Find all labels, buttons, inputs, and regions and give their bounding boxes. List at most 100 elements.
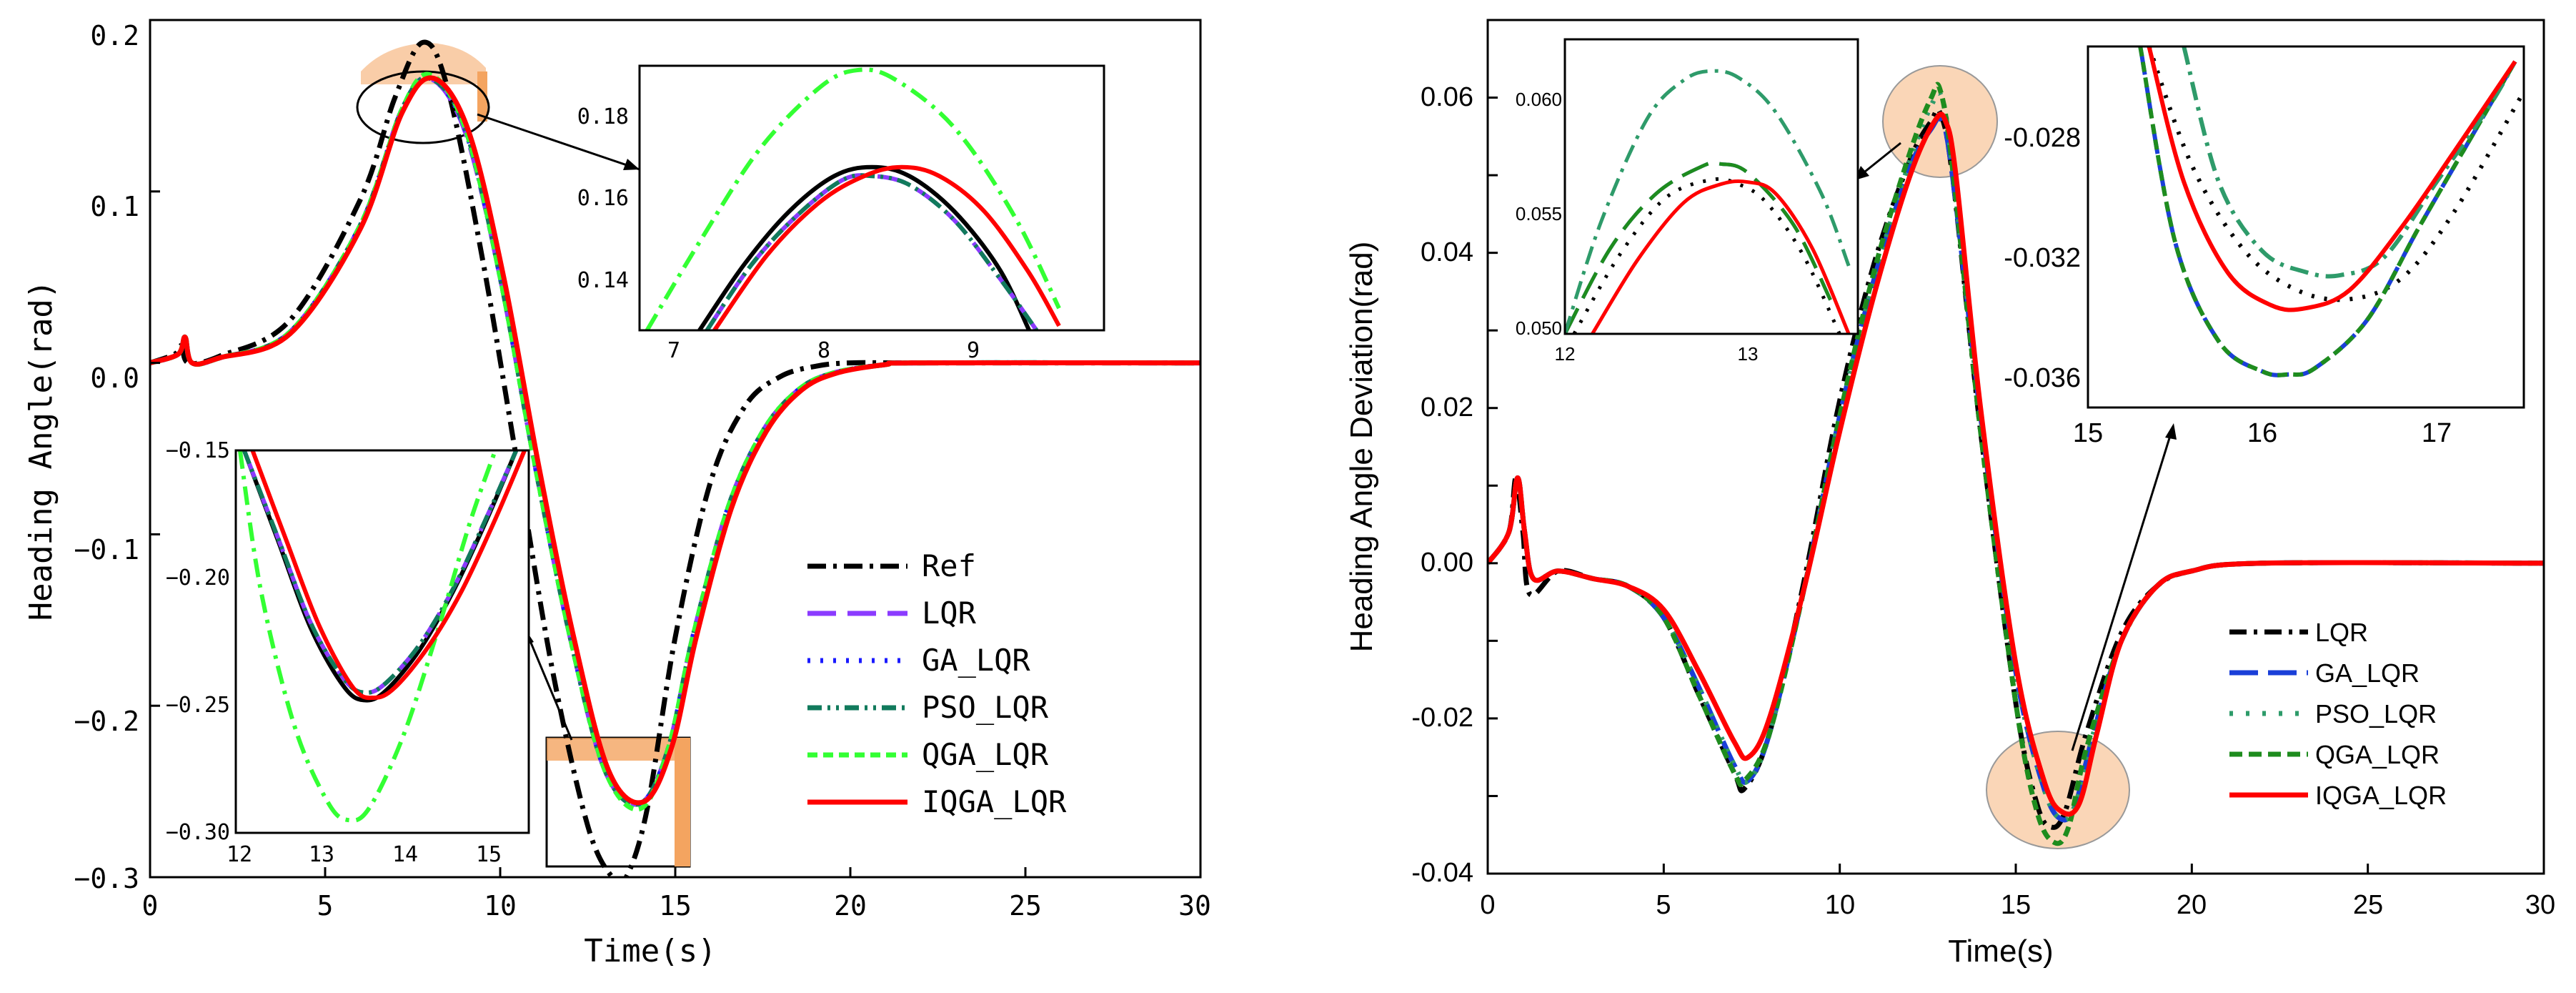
left-y-tick-label: −0.1 bbox=[74, 534, 139, 565]
right-inset-peak-frame bbox=[1563, 38, 1859, 335]
left-x-tick-label: 15 bbox=[659, 890, 692, 922]
left-peak-highlight bbox=[356, 43, 640, 171]
right-x-tick-label: 10 bbox=[1825, 890, 1855, 920]
left-legend-label: GA_LQR bbox=[922, 643, 1030, 678]
left-inset-peak-series-iqga-lqr bbox=[712, 164, 1061, 330]
right-legend-label: PSO_LQR bbox=[2315, 699, 2437, 728]
left-legend-label: QGA_LQR bbox=[922, 737, 1049, 772]
left-chart: 0.2 0.1 0.0 −0.1 −0.2 −0.3 0 5 10 15 20 … bbox=[23, 19, 1211, 969]
right-x-tick-label: 20 bbox=[2177, 890, 2207, 920]
left-inset-peak-series-lqr bbox=[705, 173, 1039, 330]
left-inset-peak-x-tick: 7 bbox=[667, 338, 680, 363]
right-valley-ellipse bbox=[1986, 731, 2130, 849]
right-inset-peak: 0.060 0.055 0.050 12 13 bbox=[1516, 38, 1859, 365]
right-legend-label: LQR bbox=[2315, 618, 2368, 647]
left-y-tick-label: −0.3 bbox=[74, 863, 139, 894]
right-inset-valley-series-pso-lqr bbox=[2182, 46, 2517, 279]
left-legend-label: Ref bbox=[922, 548, 976, 583]
left-inset-valley-x-tick: 14 bbox=[392, 842, 418, 867]
right-y-tick-label: 0.00 bbox=[1421, 548, 1473, 578]
right-inset-peak-series-lqr bbox=[1572, 177, 1841, 334]
right-inset-valley-frame bbox=[2087, 45, 2525, 409]
right-y-tick-label: 0.04 bbox=[1421, 237, 1473, 267]
right-x-tick-label: 30 bbox=[2525, 890, 2555, 920]
left-x-tick-label: 10 bbox=[484, 890, 517, 922]
right-legend-label: GA_LQR bbox=[2315, 658, 2420, 688]
left-x-tick-label: 5 bbox=[317, 890, 334, 922]
left-main-series-ref bbox=[150, 39, 1200, 877]
left-legend-label: LQR bbox=[922, 596, 977, 631]
left-inset-valley-series-iqga-lqr bbox=[250, 450, 527, 701]
left-inset-valley-series bbox=[237, 450, 527, 823]
right-valley-arrow bbox=[2071, 428, 2174, 751]
left-inset-valley: −0.15 −0.20 −0.25 −0.30 12 13 14 15 bbox=[166, 438, 530, 867]
right-y-tick-label: 0.06 bbox=[1421, 82, 1473, 112]
left-inset-peak-series-pso-lqr bbox=[705, 173, 1039, 330]
left-inset-peak-x-tick: 8 bbox=[817, 338, 830, 363]
right-inset-valley-series-iqga-lqr bbox=[2147, 46, 2517, 312]
left-y-tick-label: 0.2 bbox=[90, 20, 139, 51]
right-x-tick-label: 25 bbox=[2353, 890, 2383, 920]
left-inset-peak-series-qga-lqr bbox=[645, 67, 1061, 330]
left-x-axis-label: Time(s) bbox=[584, 933, 716, 969]
right-inset-valley-x-tick: 17 bbox=[2422, 418, 2452, 448]
right-inset-valley: -0.028 -0.032 -0.036 15 16 17 bbox=[2004, 45, 2525, 448]
right-inset-valley-series-lqr bbox=[2147, 46, 2524, 302]
left-inset-valley-series-lqr bbox=[242, 450, 519, 695]
left-inset-valley-x-tick: 13 bbox=[309, 842, 334, 867]
right-x-tick-label: 15 bbox=[2001, 890, 2031, 920]
right-inset-peak-y-tick: 0.055 bbox=[1516, 203, 1562, 224]
right-x-axis-label: Time(s) bbox=[1948, 934, 2053, 969]
left-valley-highlight bbox=[522, 628, 691, 868]
left-inset-peak-y-tick: 0.18 bbox=[577, 104, 629, 129]
left-inset-valley-x-tick: 12 bbox=[227, 842, 252, 867]
left-valley-highlight-bar bbox=[675, 738, 690, 866]
left-x-tick-label: 30 bbox=[1178, 890, 1211, 922]
left-legend-label: IQGA_LQR bbox=[922, 784, 1067, 819]
left-inset-valley-x-tick: 15 bbox=[476, 842, 502, 867]
left-legend: Ref LQR GA_LQR PSO_LQR QGA_LQR IQGA_LQR bbox=[807, 548, 1067, 819]
left-inset-valley-y-tick: −0.30 bbox=[166, 820, 230, 845]
left-ticks bbox=[149, 19, 1202, 879]
right-legend-label: QGA_LQR bbox=[2315, 740, 2440, 769]
right-inset-valley-series bbox=[2138, 46, 2524, 377]
right-inset-valley-bg bbox=[2088, 46, 2524, 407]
right-legend-label: IQGA_LQR bbox=[2315, 781, 2447, 810]
right-y-tick-label: -0.04 bbox=[1411, 858, 1473, 888]
left-inset-valley-series-qga-lqr bbox=[237, 450, 497, 823]
right-inset-valley-y-tick: -0.036 bbox=[2004, 363, 2081, 393]
right-inset-valley-x-tick: 16 bbox=[2247, 418, 2277, 448]
right-inset-peak-series bbox=[1565, 69, 1851, 334]
right-inset-valley-y-tick: -0.032 bbox=[2004, 243, 2081, 273]
left-inset-valley-y-tick: −0.20 bbox=[166, 565, 230, 591]
right-inset-peak-series-pso-lqr bbox=[1565, 69, 1851, 334]
left-y-tick-label: 0.0 bbox=[90, 362, 139, 394]
left-inset-valley-y-tick: −0.25 bbox=[166, 693, 230, 718]
left-y-tick-label: 0.1 bbox=[90, 191, 139, 222]
right-y-axis-label: Heading Angle Deviation(rad) bbox=[1344, 242, 1379, 653]
right-inset-peak-y-tick: 0.050 bbox=[1516, 317, 1562, 339]
right-main-series-iqga-lqr bbox=[1488, 112, 2544, 817]
left-inset-peak-series bbox=[645, 67, 1061, 330]
right-inset-peak-y-tick: 0.060 bbox=[1516, 89, 1562, 110]
left-legend-label: PSO_LQR bbox=[922, 690, 1049, 725]
right-legend: LQR GA_LQR PSO_LQR QGA_LQR IQGA_LQR bbox=[2229, 618, 2447, 810]
left-peak-highlight-bar bbox=[477, 71, 487, 122]
left-inset-peak-y-tick: 0.14 bbox=[577, 268, 629, 293]
right-inset-peak-x-tick: 13 bbox=[1738, 343, 1759, 365]
left-peak-ellipse bbox=[356, 70, 490, 144]
right-valley-arrowhead bbox=[2165, 423, 2177, 440]
left-main-series-iqga-lqr bbox=[150, 75, 1200, 806]
right-y-tick-label: 0.02 bbox=[1421, 392, 1473, 423]
right-y-tick-label: -0.02 bbox=[1411, 703, 1473, 733]
left-inset-peak-x-tick: 9 bbox=[967, 338, 980, 363]
left-x-tick-label: 0 bbox=[142, 890, 159, 922]
left-inset-valley-y-tick: −0.15 bbox=[166, 438, 230, 463]
left-y-axis-label: Heading Angle(rad) bbox=[23, 280, 59, 621]
left-peak-highlight-patch bbox=[361, 43, 486, 84]
left-inset-peak-frame bbox=[638, 64, 1105, 332]
left-inset-peak-y-tick: 0.16 bbox=[577, 186, 629, 211]
left-inset-peak-bg bbox=[640, 66, 1104, 330]
right-x-tick-label: 5 bbox=[1656, 890, 1671, 920]
